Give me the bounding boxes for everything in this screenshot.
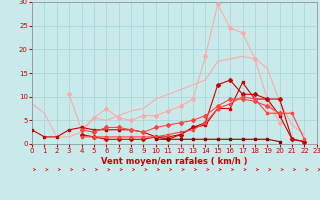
X-axis label: Vent moyen/en rafales ( km/h ): Vent moyen/en rafales ( km/h ) (101, 157, 248, 166)
